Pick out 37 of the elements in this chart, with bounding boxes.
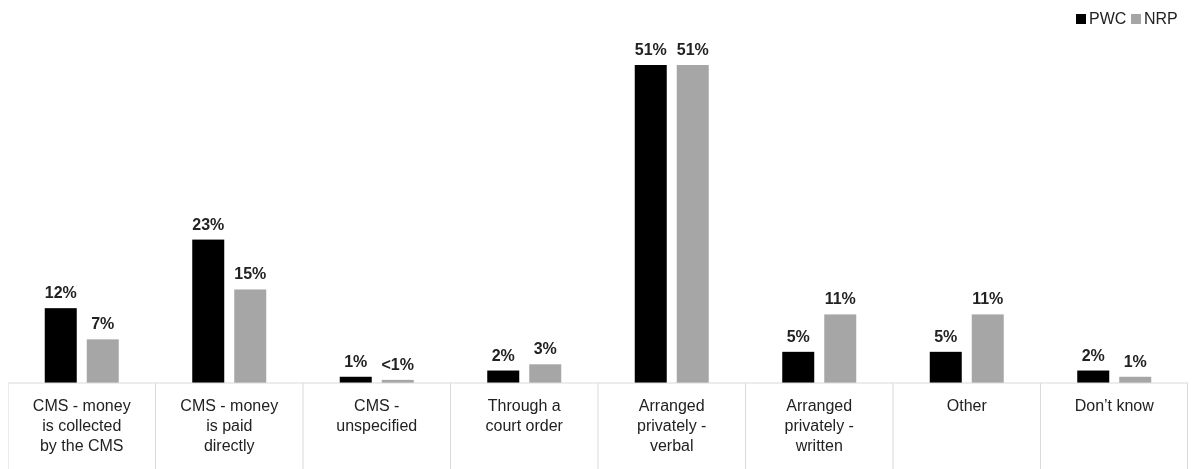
bar <box>234 289 267 383</box>
legend-label: NRP <box>1144 10 1178 27</box>
data-label: 23% <box>192 215 225 233</box>
x-tick-label: Don’t know <box>1074 397 1155 414</box>
data-label: 3% <box>533 340 557 358</box>
x-tick-label: Arranged privately - verbal <box>637 397 707 454</box>
data-label: 51% <box>676 41 709 58</box>
bar <box>86 339 119 383</box>
data-label: 5% <box>786 327 810 345</box>
data-label: 1% <box>1123 352 1147 370</box>
bar <box>634 65 667 383</box>
x-tick-label: CMS - money is collected by the CMS <box>32 397 131 454</box>
data-label: 5% <box>934 327 958 345</box>
data-label: 1% <box>344 352 368 370</box>
bar <box>676 65 709 383</box>
data-label: 2% <box>1081 346 1105 364</box>
bar <box>971 314 1004 383</box>
x-tick-label: Arranged privately - written <box>784 397 854 454</box>
bar <box>529 364 562 383</box>
data-label: 2% <box>491 346 515 364</box>
x-tick-label: Other <box>946 397 988 414</box>
data-label: 11% <box>824 290 856 308</box>
legend-label: PWC <box>1089 10 1127 27</box>
bar <box>44 308 77 383</box>
data-label: 15% <box>234 265 267 283</box>
x-tick-label: Through a court order <box>485 397 564 434</box>
bar <box>192 239 225 383</box>
bar <box>782 351 815 383</box>
data-label: 11% <box>972 290 1004 308</box>
data-label: <1% <box>381 355 414 373</box>
data-label: 12% <box>44 284 77 302</box>
data-label: 51% <box>634 41 667 58</box>
x-tick-label: CMS - unspecified <box>336 397 418 434</box>
bar <box>824 314 857 383</box>
bar <box>929 351 962 383</box>
x-tick-label: CMS - money is paid directly <box>180 397 279 454</box>
data-label: 7% <box>91 315 115 333</box>
